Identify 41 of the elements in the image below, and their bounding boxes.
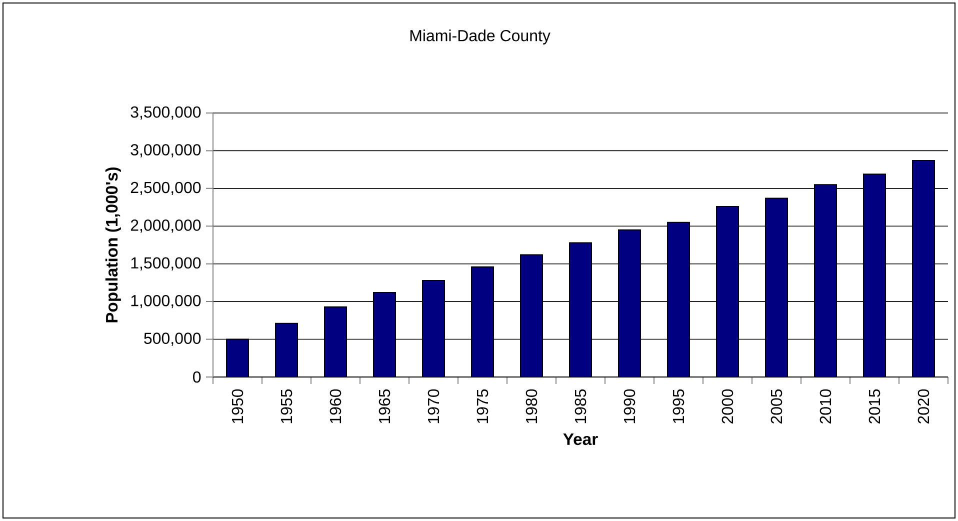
bar [324, 306, 347, 377]
x-tick-label: 1975 [476, 389, 488, 424]
x-tick-label: 1955 [280, 389, 292, 424]
bar [569, 242, 592, 377]
x-tick-label: 2000 [722, 389, 734, 424]
x-tick-label: 1950 [232, 389, 244, 424]
x-tick-label: 1990 [624, 389, 636, 424]
bar [422, 280, 445, 377]
y-tick-label: 2,000,000 [130, 220, 201, 233]
bar [618, 230, 640, 377]
bar [472, 266, 494, 377]
x-axis-title: Year [563, 433, 598, 446]
bar [863, 174, 886, 377]
y-tick-label: 3,000,000 [130, 144, 201, 158]
y-tick-label: 1,000,000 [131, 294, 201, 308]
bar [912, 160, 935, 377]
x-tick-label: 2020 [918, 389, 930, 424]
x-tick-label: 1960 [330, 389, 342, 424]
x-tick-label: 1980 [526, 389, 538, 424]
bar [374, 292, 396, 377]
y-tick-label: 1,500,000 [131, 257, 201, 270]
bar [667, 222, 690, 377]
y-tick-label: 2,500,000 [130, 182, 201, 196]
bar [276, 323, 298, 377]
x-tick-label: 2010 [820, 389, 832, 424]
x-tick-label: 2005 [770, 389, 782, 424]
y-axis-title: Population (1,000's) [105, 167, 121, 322]
x-tick-label: 1985 [574, 389, 586, 424]
y-tick-label: 500,000 [144, 332, 201, 346]
bar [765, 198, 788, 377]
bar [814, 184, 836, 377]
bar [716, 206, 738, 377]
x-tick-label: 1995 [672, 389, 684, 424]
bar [520, 254, 542, 377]
y-tick-label: 3,500,000 [130, 106, 201, 120]
x-tick-label: 1970 [428, 389, 440, 424]
x-tick-label: 1965 [378, 389, 390, 424]
bar [226, 339, 249, 377]
x-tick-label: 2015 [868, 389, 880, 424]
y-tick-label: 0 [193, 371, 201, 383]
chart-title: Miami-Dade County [410, 30, 550, 44]
